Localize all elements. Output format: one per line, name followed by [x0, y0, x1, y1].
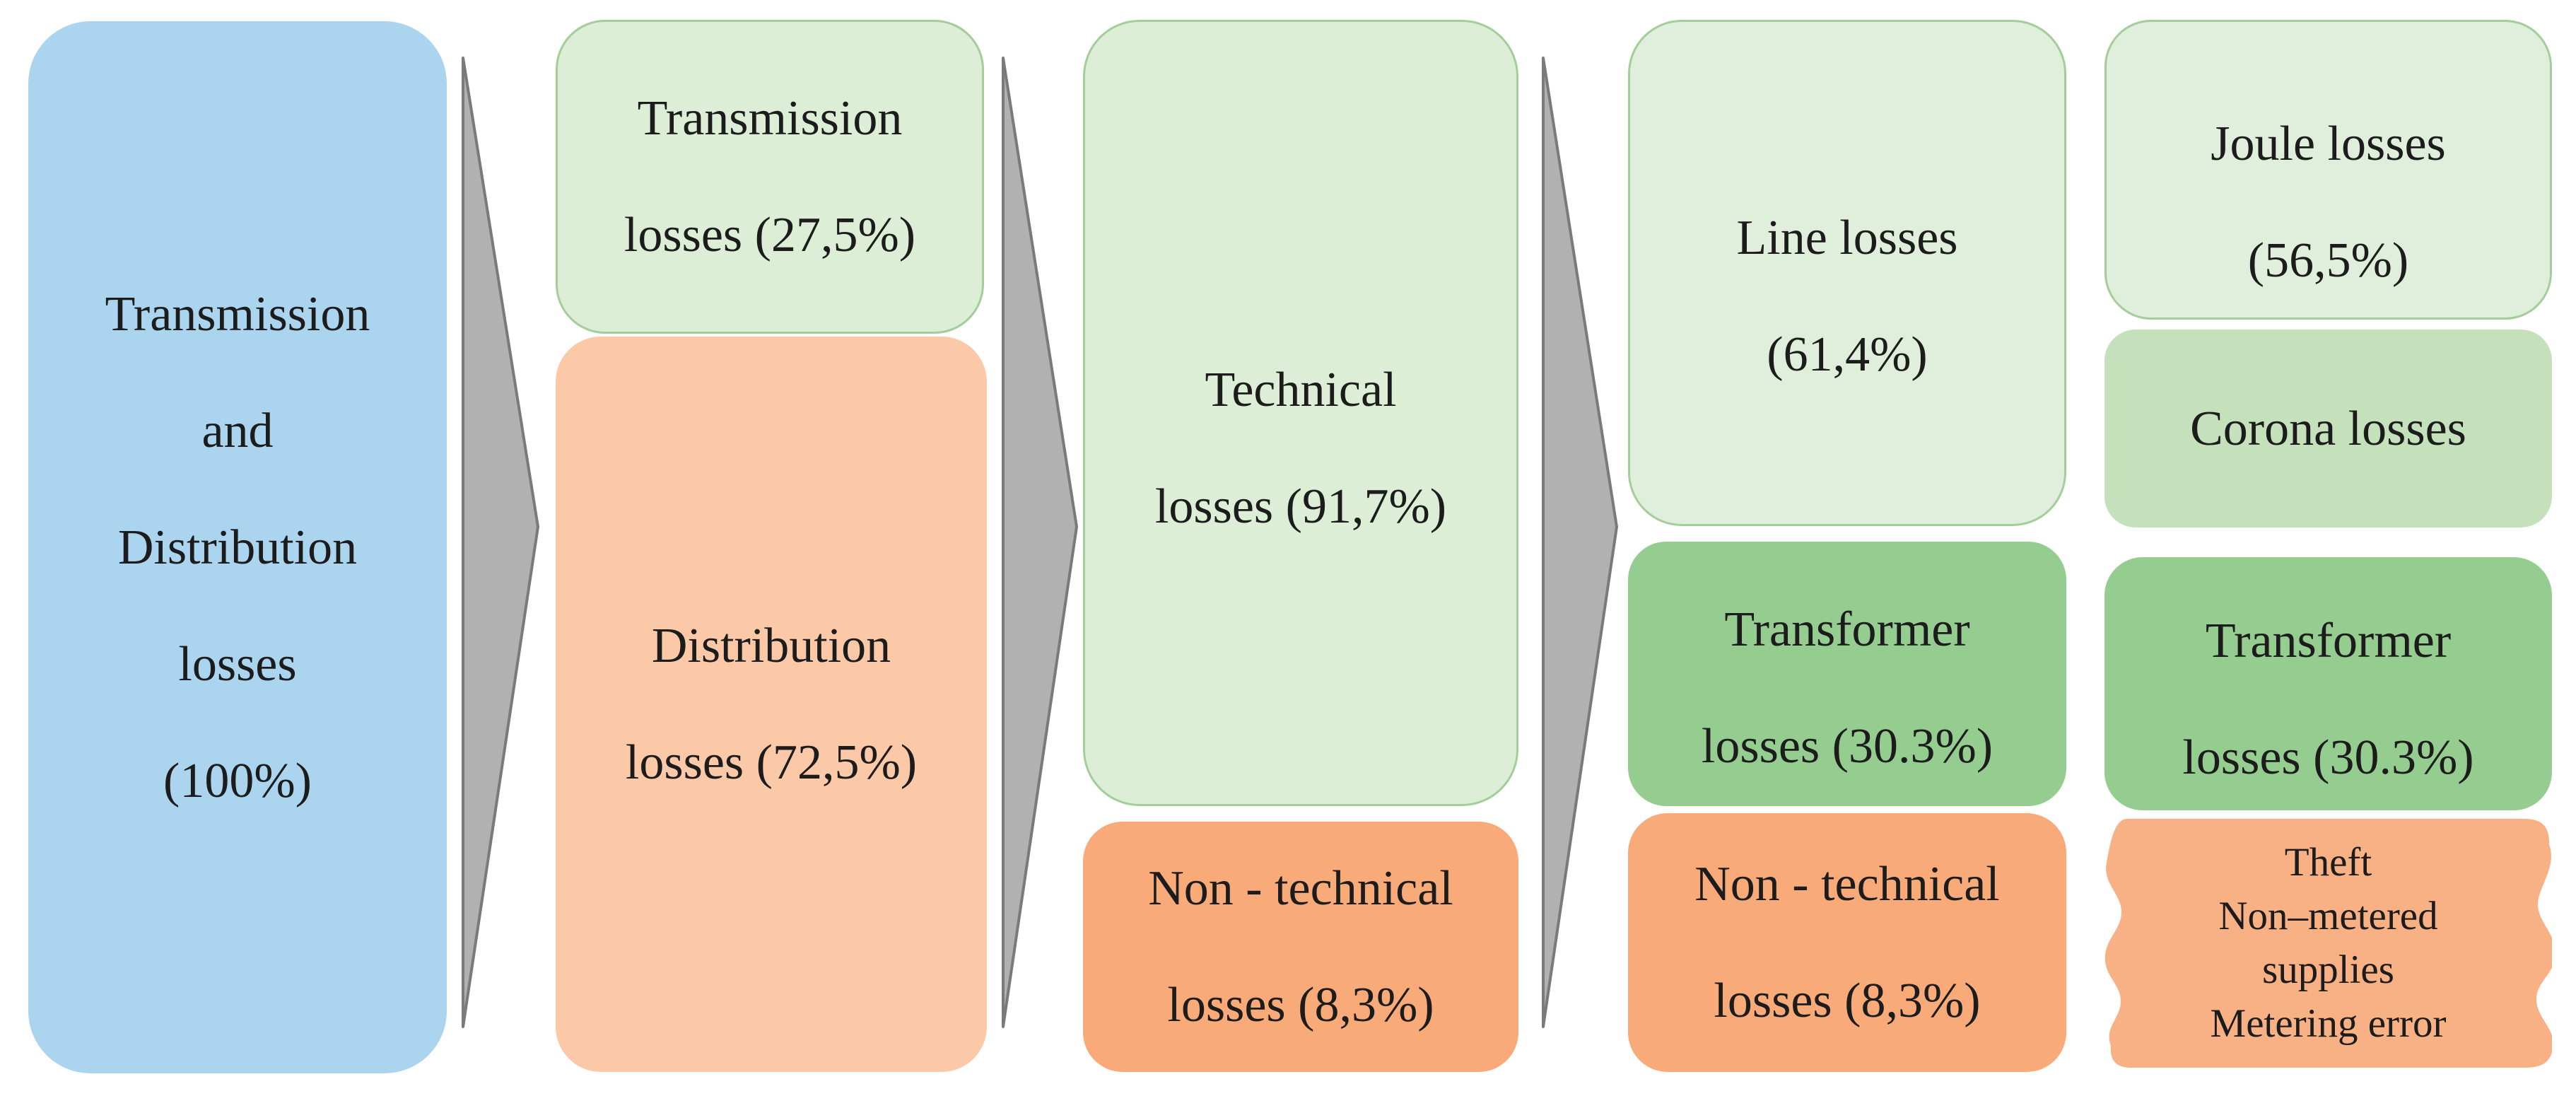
label-line: Corona losses: [2190, 401, 2466, 456]
label-line: losses (30.3%): [2182, 730, 2474, 785]
box-joule-losses: Joule losses (56,5%): [2104, 20, 2552, 320]
label-line: losses: [178, 636, 297, 692]
label-line: Technical: [1205, 363, 1397, 417]
box-label: Transformer losses (30.3%): [1628, 571, 2066, 805]
flow-arrow-3: [1542, 57, 1618, 1028]
box-non-technical-losses-stage4: Non - technical losses (8,3%): [1628, 813, 2066, 1072]
box-non-technical-losses-stage3: Non - technical losses (8,3%): [1083, 822, 1518, 1072]
label-line: losses (8,3%): [1167, 978, 1434, 1032]
box-label: Transformer losses (30.3%): [2104, 583, 2552, 816]
label-line: Transformer: [2205, 614, 2452, 668]
label-line: losses (91,7%): [1154, 479, 1447, 534]
label-line: Transmission: [105, 286, 370, 342]
box-non-technical-detail: Theft Non–metered supplies Metering erro…: [2104, 815, 2552, 1072]
box-distribution-losses: Distribution losses (72,5%): [556, 337, 987, 1072]
label-line: Theft: [2284, 840, 2372, 885]
box-label: Transmission losses (27,5%): [558, 60, 982, 293]
label-line: and: [201, 403, 274, 458]
label-line: Non–metered: [2218, 894, 2438, 938]
box-label: Non - technical losses (8,3%): [1083, 830, 1518, 1063]
label-line: Distribution: [117, 520, 358, 575]
box-transformer-losses-stage5: Transformer losses (30.3%): [2104, 557, 2552, 810]
box-label: Non - technical losses (8,3%): [1628, 826, 2066, 1059]
label-line: Non - technical: [1694, 857, 2000, 911]
label-line: losses (8,3%): [1714, 974, 1981, 1028]
label-line: losses (27,5%): [623, 208, 916, 262]
box-label: Theft Non–metered supplies Metering erro…: [2104, 815, 2552, 1072]
box-transmission-and-distribution-total: Transmission and Distribution losses (10…: [28, 21, 447, 1073]
label-line: (56,5%): [2247, 233, 2409, 288]
box-transformer-losses-stage4: Transformer losses (30.3%): [1628, 542, 2066, 806]
box-label: Corona losses: [2104, 371, 2552, 487]
label-line: losses (72,5%): [625, 735, 918, 790]
box-label: Technical losses (91,7%): [1085, 332, 1516, 565]
label-line: (100%): [163, 753, 312, 808]
label-line: Non - technical: [1148, 861, 1453, 916]
label-line: (61,4%): [1767, 327, 1928, 382]
flow-arrow-1: [462, 57, 539, 1028]
label-line: supplies: [2262, 948, 2394, 992]
box-line-losses: Line losses (61,4%): [1628, 20, 2066, 526]
label-line: Transformer: [1724, 602, 1970, 657]
flow-arrow-2: [1002, 57, 1078, 1028]
box-label: Joule losses (56,5%): [2107, 86, 2550, 319]
box-transmission-losses: Transmission losses (27,5%): [556, 20, 984, 334]
label-line: Joule losses: [2211, 117, 2446, 171]
wave-shape: [2104, 819, 2552, 1068]
box-label: Transmission and Distribution losses (10…: [28, 256, 447, 839]
box-technical-losses: Technical losses (91,7%): [1083, 20, 1518, 806]
label-line: Transmission: [637, 91, 903, 146]
label-line: Line losses: [1736, 211, 1958, 265]
box-corona-losses: Corona losses: [2104, 330, 2552, 527]
box-label: Line losses (61,4%): [1630, 180, 2064, 413]
box-label: Distribution losses (72,5%): [556, 588, 987, 821]
label-line: Metering error: [2210, 1001, 2447, 1046]
label-line: Distribution: [651, 619, 891, 673]
label-line: losses (30.3%): [1701, 719, 1994, 774]
